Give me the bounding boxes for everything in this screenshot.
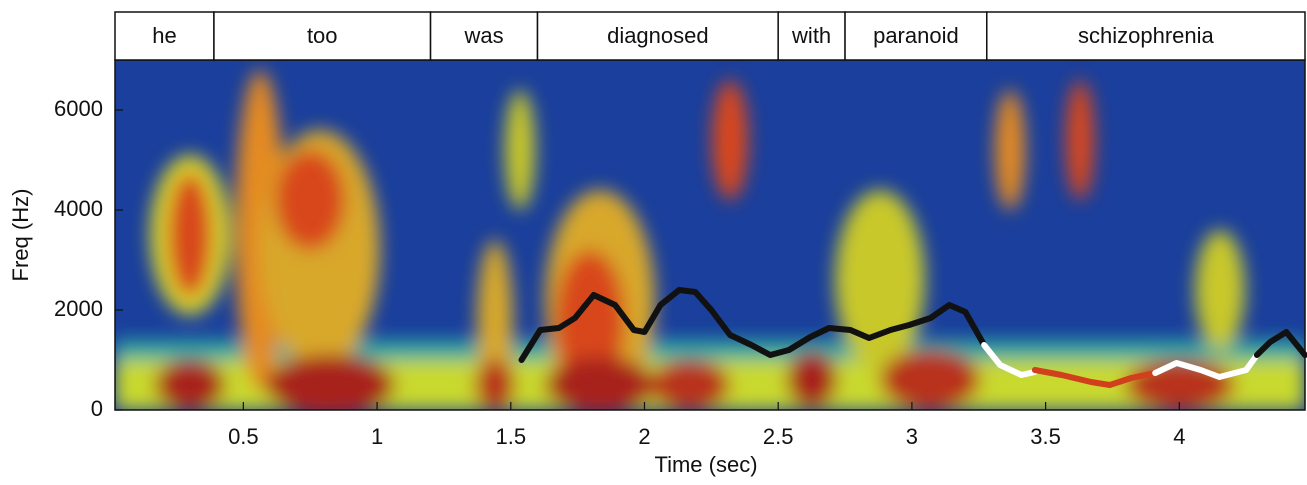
x-tick-label: 1 [371, 424, 383, 449]
word-box [536, 11, 779, 61]
pitch-line [1253, 329, 1307, 358]
word-label: too [307, 23, 338, 48]
spectrogram-texture [115, 70, 1305, 410]
x-tick-label: 3 [906, 424, 918, 449]
x-tick-label: 3.5 [1030, 424, 1061, 449]
y-tick-label: 2000 [54, 296, 103, 321]
y-tick-label: 6000 [54, 96, 103, 121]
x-tick-label: 2 [638, 424, 650, 449]
word-label: diagnosed [607, 23, 709, 48]
word-box [429, 11, 539, 61]
word-box [844, 11, 988, 61]
x-axis-title: Time (sec) [654, 452, 757, 477]
word-box [986, 11, 1306, 61]
spectrogram [115, 60, 1305, 410]
x-tick-label: 2.5 [763, 424, 794, 449]
y-axis-title: Freq (Hz) [8, 189, 33, 282]
x-tick-label: 1.5 [495, 424, 526, 449]
word-box [777, 11, 846, 61]
y-tick-label: 4000 [54, 196, 103, 221]
pitch-line [518, 287, 988, 363]
word-label: was [463, 23, 503, 48]
word-label: with [791, 23, 831, 48]
pitch-line [1152, 352, 1260, 380]
x-tick-label: 0.5 [228, 424, 259, 449]
word-box [213, 11, 432, 61]
x-tick-label: 4 [1173, 424, 1185, 449]
word-label: paranoid [873, 23, 959, 48]
pitch-line [1031, 367, 1159, 388]
word-label: schizophrenia [1078, 23, 1215, 48]
word-label: he [152, 23, 176, 48]
y-tick-label: 0 [91, 396, 103, 421]
pitch-line [981, 342, 1038, 378]
